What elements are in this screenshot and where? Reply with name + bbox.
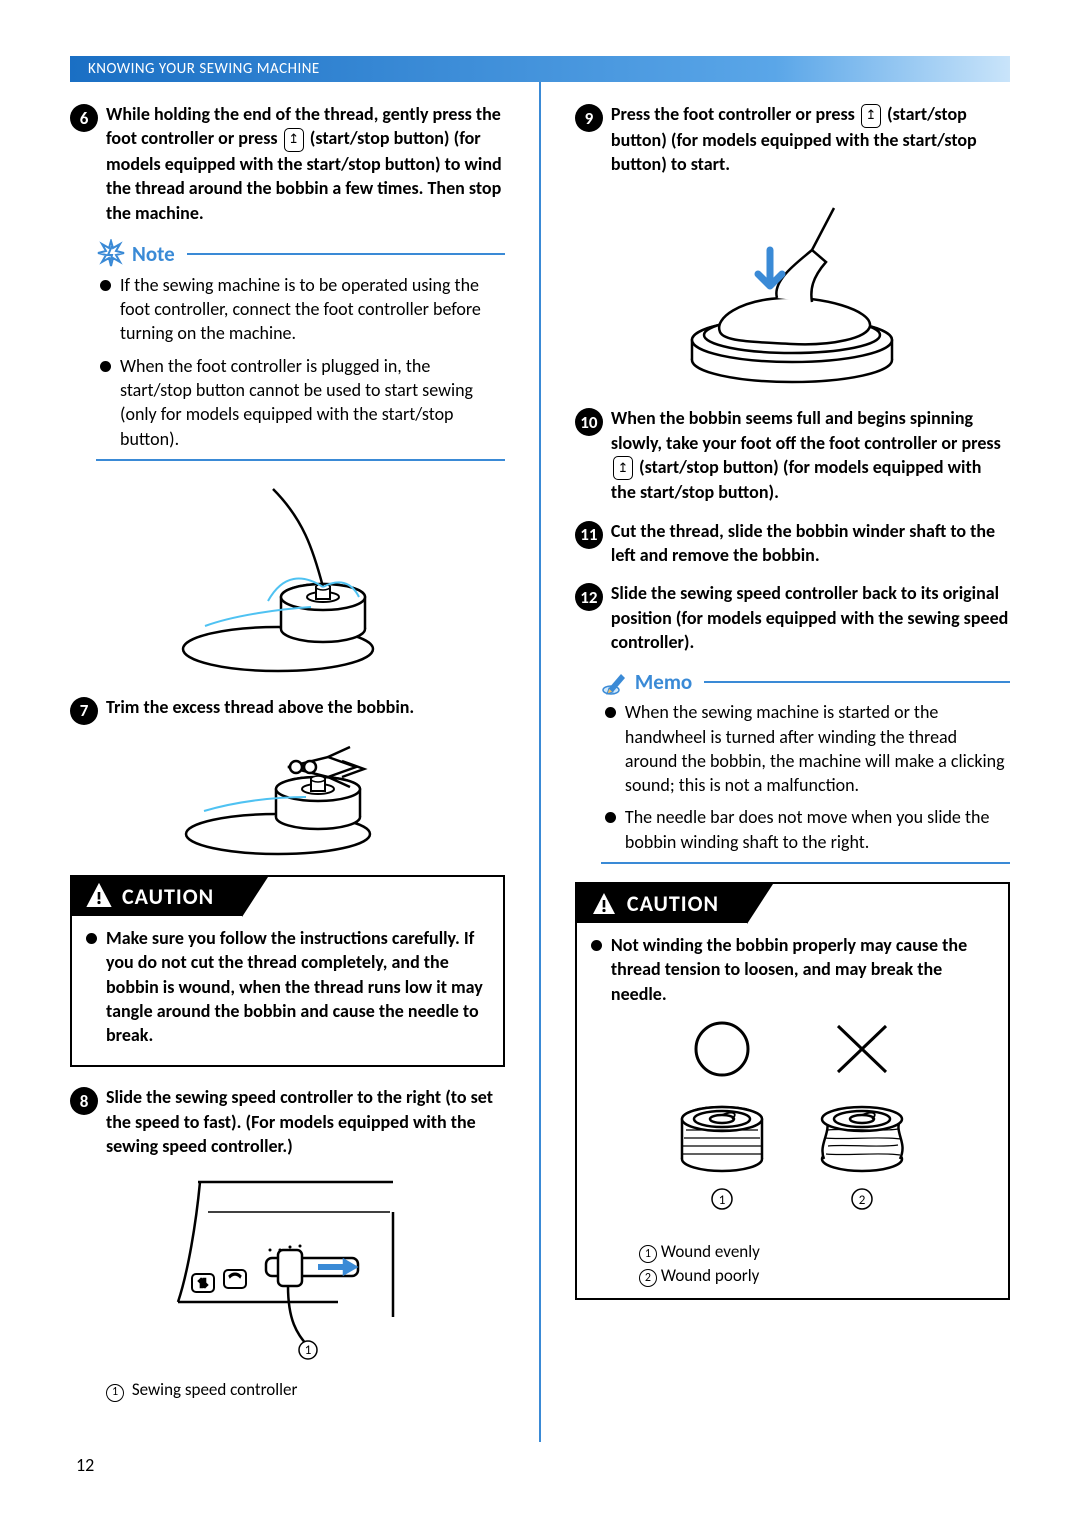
list-item: When the foot controller is plugged in, …	[98, 354, 501, 451]
caution-list: Not winding the bobbin properly may caus…	[589, 933, 996, 1006]
note-list: If the sewing machine is to be operated …	[96, 273, 505, 461]
column-divider	[539, 82, 541, 1442]
wound-legend: 1Wound evenly 2Wound poorly	[639, 1240, 996, 1288]
section-header: KNOWING YOUR SEWING MACHINE	[70, 56, 1010, 82]
step-number-badge: 9	[575, 104, 603, 132]
svg-text:⌒: ⌒	[229, 1273, 240, 1286]
caution-box-right: CAUTION Not winding the bobbin properly …	[575, 882, 1010, 1299]
step-number-badge: 11	[575, 521, 603, 549]
bobbin-trim-illustration	[178, 739, 398, 859]
list-item: If the sewing machine is to be operated …	[98, 273, 501, 346]
page-number: 12	[76, 1454, 94, 1476]
caution-title: CAUTION	[122, 883, 214, 910]
list-item: When the sewing machine is started or th…	[603, 700, 1006, 797]
step-8: 8 Slide the sewing speed controller to t…	[70, 1085, 505, 1158]
right-column: 9 Press the foot controller or press ↥ (…	[575, 102, 1010, 1402]
step-number-badge: 8	[70, 1087, 98, 1115]
step-number-badge: 10	[575, 408, 603, 436]
left-column: 6 While holding the end of the thread, g…	[70, 102, 505, 1402]
step-text: (start/stop button) (for models equipped…	[611, 456, 981, 504]
callout-label: Wound evenly	[661, 1241, 760, 1262]
step-text: Cut the thread, slide the bobbin winder …	[611, 519, 1010, 568]
note-starburst-icon	[96, 239, 126, 269]
step-10: 10 When the bobbin seems full and begins…	[575, 406, 1010, 505]
list-item: Make sure you follow the instructions ca…	[84, 926, 491, 1047]
step-11: 11 Cut the thread, slide the bobbin wind…	[575, 519, 1010, 568]
list-item: The needle bar does not move when you sl…	[603, 805, 1006, 854]
svg-text:2: 2	[859, 1193, 866, 1208]
memo-heading: Memo	[601, 668, 1010, 696]
step-text: Press the foot controller or press	[611, 103, 859, 125]
caution-title: CAUTION	[627, 890, 719, 917]
bobbin-wound-comparison-illustration: 1 2	[632, 1014, 952, 1224]
step-text: Slide the sewing speed controller to the…	[106, 1085, 505, 1158]
caution-box-left: CAUTION Make sure you follow the instruc…	[70, 875, 505, 1067]
svg-text:1: 1	[719, 1193, 726, 1208]
start-stop-button-icon: ↥	[861, 104, 881, 128]
foot-controller-illustration	[662, 190, 922, 390]
bobbin-thread-illustration	[163, 479, 413, 679]
svg-text:⇅: ⇅	[198, 1277, 207, 1290]
callout-number: 1	[639, 1245, 657, 1263]
svg-text:1: 1	[304, 1343, 311, 1358]
list-item: Not winding the bobbin properly may caus…	[589, 933, 996, 1006]
step-number-badge: 6	[70, 104, 98, 132]
callout-label: Sewing speed controller	[132, 1379, 298, 1400]
note-block: Note If the sewing machine is to be oper…	[96, 239, 505, 461]
step-12: 12 Slide the sewing speed controller bac…	[575, 581, 1010, 654]
step-text: When the bobbin seems full and begins sp…	[611, 407, 1001, 453]
memo-pencil-icon	[601, 668, 629, 696]
speed-controller-legend: 1 Sewing speed controller	[106, 1378, 505, 1402]
speed-controller-illustration: ⇅ ⌒ 1	[158, 1172, 418, 1362]
memo-title: Memo	[635, 669, 692, 695]
step-number-badge: 12	[575, 583, 603, 611]
note-title: Note	[132, 241, 175, 267]
step-6: 6 While holding the end of the thread, g…	[70, 102, 505, 225]
step-number-badge: 7	[70, 697, 98, 725]
step-text: Slide the sewing speed controller back t…	[611, 581, 1010, 654]
start-stop-button-icon: ↥	[284, 128, 304, 152]
memo-list: When the sewing machine is started or th…	[601, 700, 1010, 864]
caution-heading: CAUTION	[72, 877, 242, 916]
callout-number: 2	[639, 1269, 657, 1287]
step-text: Trim the excess thread above the bobbin.	[106, 695, 414, 719]
step-9: 9 Press the foot controller or press ↥ (…	[575, 102, 1010, 176]
start-stop-button-icon: ↥	[613, 456, 633, 480]
warning-icon	[591, 891, 617, 917]
caution-heading: CAUTION	[577, 884, 747, 923]
callout-number: 1	[106, 1384, 124, 1402]
warning-icon	[86, 883, 112, 909]
caution-list: Make sure you follow the instructions ca…	[84, 926, 491, 1047]
step-7: 7 Trim the excess thread above the bobbi…	[70, 695, 505, 725]
note-heading: Note	[96, 239, 505, 269]
callout-label: Wound poorly	[661, 1265, 759, 1286]
memo-block: Memo When the sewing machine is started …	[601, 668, 1010, 864]
